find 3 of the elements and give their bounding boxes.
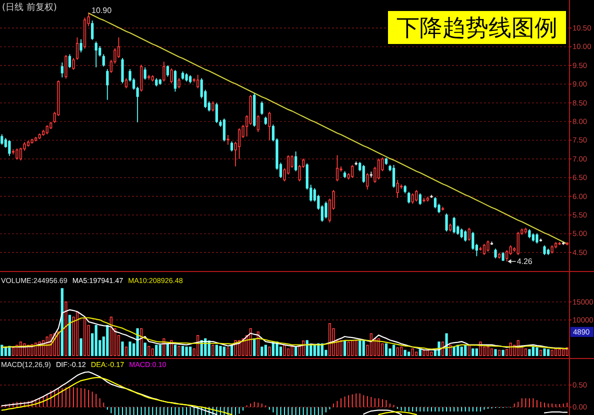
chart-subtitle: (日线 前复权) xyxy=(2,2,57,13)
annotation: 10.90 xyxy=(92,6,112,16)
annotation: 4.26 xyxy=(516,256,533,266)
